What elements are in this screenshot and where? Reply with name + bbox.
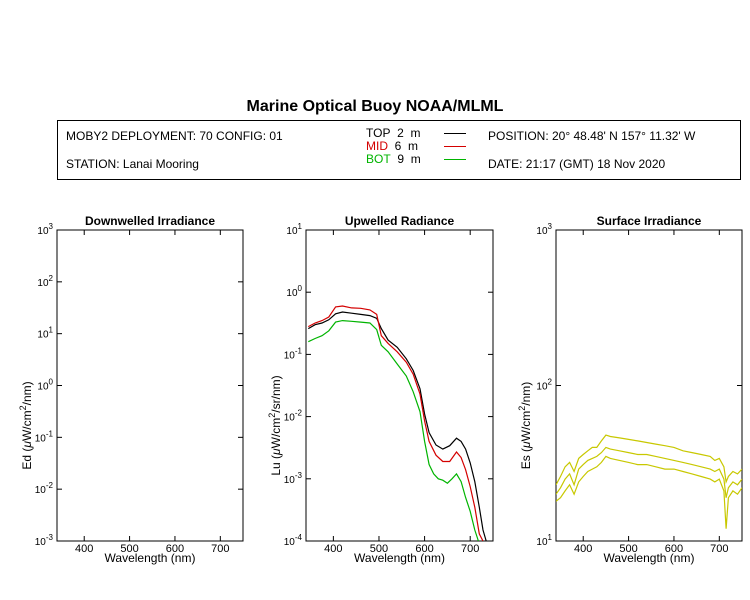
y-tick-label: 101	[286, 222, 302, 237]
x-tick-label: 500	[370, 543, 388, 555]
position-text: POSITION: 20° 48.48' N 157° 11.32' W	[488, 129, 696, 143]
legend-unit-top: m	[410, 126, 421, 140]
legend-unit-bot: m	[410, 152, 421, 166]
x-tick-label: 400	[324, 543, 342, 555]
y-tick-label: 102	[37, 274, 53, 289]
x-axis-label: Wavelength (nm)	[604, 551, 695, 565]
series-line-mid	[308, 305, 484, 541]
legend-label-top: TOP	[366, 126, 391, 140]
y-tick-label: 10-3	[35, 533, 54, 548]
y-tick-label: 103	[37, 222, 53, 237]
y-tick-label: 10-3	[284, 471, 303, 486]
x-tick-label: 600	[665, 543, 683, 555]
legend-item-top: TOP 2 m	[366, 126, 420, 140]
series-line-top	[308, 311, 487, 541]
y-tick-label: 10-1	[284, 346, 303, 361]
chart-surface-irradiance: Surface Irradiance 400 500 600 700 101 102 103 W…	[517, 214, 743, 565]
chart-upwelled-radiance: Upwelled Radiance 400 500 600 700 10-4 10-3 10-…	[267, 214, 494, 565]
station-text: STATION: Lanai Mooring	[66, 157, 199, 171]
chart-title: Surface Irradiance	[597, 214, 702, 228]
plot-frame	[56, 229, 244, 542]
legend-depth-bot: 9	[397, 152, 405, 166]
x-tick-label: 700	[211, 543, 229, 555]
y-tick-label: 10-2	[284, 409, 303, 424]
y-tick-label: 101	[536, 533, 552, 548]
legend-swatch-bot	[444, 159, 466, 160]
y-axis-label: Es (μW/cm2/nm)	[517, 382, 533, 470]
x-tick-label: 600	[415, 543, 433, 555]
y-axis-label: Lu (μW/cm2/sr/nm)	[267, 375, 283, 475]
deployment-text: MOBY2 DEPLOYMENT: 70 CONFIG: 01	[66, 129, 283, 143]
x-axis-label: Wavelength (nm)	[354, 551, 445, 565]
legend-label-mid: MID	[366, 139, 388, 153]
x-tick-label: 500	[120, 543, 138, 555]
plot-frame	[305, 229, 494, 542]
y-tick-label: 10-2	[35, 481, 54, 496]
legend-item-mid: MID 6 m	[366, 139, 418, 153]
legend-label-bot: BOT	[366, 152, 391, 166]
info-box: MOBY2 DEPLOYMENT: 70 CONFIG: 01 STATION:…	[57, 120, 741, 180]
plot-frame	[555, 229, 743, 542]
series-line-es-1	[556, 434, 742, 486]
y-tick-label: 101	[37, 326, 53, 341]
x-tick-label: 400	[574, 543, 592, 555]
legend-item-bot: BOT 9 m	[366, 152, 421, 166]
chart-downwelled-irradiance: Downwelled Irradiance 400 500 600 700 10-3 10-…	[18, 214, 244, 565]
y-tick-label: 102	[536, 378, 552, 393]
series-line-bot	[308, 319, 479, 541]
date-text: DATE: 21:17 (GMT) 18 Nov 2020	[488, 157, 666, 171]
x-tick-label: 700	[710, 543, 728, 555]
legend-swatch-top	[444, 133, 466, 134]
y-tick-label: 100	[37, 378, 53, 393]
legend-swatch-mid	[444, 146, 466, 147]
series-line-es-2	[556, 446, 742, 498]
chart-title: Downwelled Irradiance	[85, 214, 215, 228]
chart-title: Upwelled Radiance	[345, 214, 455, 228]
page-title: Marine Optical Buoy NOAA/MLML	[246, 98, 504, 115]
legend-unit-mid: m	[408, 139, 419, 153]
legend-depth-top: 2	[397, 126, 404, 140]
y-tick-label: 10-1	[35, 429, 54, 444]
y-tick-label: 100	[286, 284, 302, 299]
legend-depth-mid: 6	[394, 139, 402, 153]
depth-legend: TOP 2 m MID 6 m BOT 9 m	[366, 126, 476, 176]
y-tick-label: 10-4	[284, 533, 303, 548]
y-axis-label: Ed (μW/cm2/nm)	[18, 381, 34, 469]
x-tick-label: 500	[619, 543, 637, 555]
x-axis-label: Wavelength (nm)	[105, 551, 196, 565]
x-tick-label: 600	[166, 543, 184, 555]
y-tick-label: 103	[536, 222, 552, 237]
x-tick-label: 400	[75, 543, 93, 555]
x-tick-label: 700	[461, 543, 479, 555]
series-line-es-3	[556, 455, 742, 529]
